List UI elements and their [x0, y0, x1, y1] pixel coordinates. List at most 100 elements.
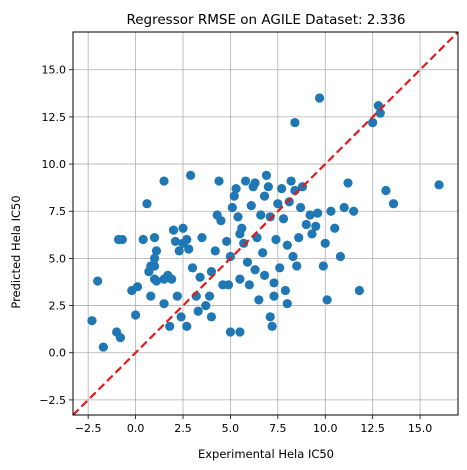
data-point	[292, 261, 302, 271]
data-point	[269, 278, 279, 288]
data-point	[277, 183, 287, 194]
data-point	[172, 291, 182, 301]
data-point	[130, 310, 141, 320]
data-point	[210, 246, 220, 256]
data-point	[240, 176, 251, 186]
data-point	[193, 306, 203, 316]
data-point	[176, 312, 186, 322]
data-point	[314, 93, 325, 103]
plot-frame	[72, 31, 459, 416]
data-point	[349, 206, 359, 216]
data-point	[146, 291, 156, 301]
data-point	[381, 185, 391, 196]
y-tick-label: 2.5	[49, 300, 67, 313]
data-point	[132, 282, 143, 292]
data-point	[159, 176, 169, 186]
data-point	[271, 234, 281, 245]
x-tick-label: 0.0	[127, 422, 145, 435]
data-point	[235, 274, 245, 284]
x-tick-label: 5.0	[222, 422, 240, 435]
data-point	[311, 221, 321, 231]
data-point	[149, 261, 160, 271]
data-point	[388, 199, 399, 209]
data-point	[288, 251, 298, 262]
y-tick-label: 0.0	[49, 347, 67, 360]
data-point	[237, 223, 247, 233]
data-point	[204, 291, 215, 301]
data-point	[269, 291, 279, 301]
x-tick-label: −2.5	[75, 422, 102, 435]
data-point	[98, 342, 108, 352]
data-point	[225, 327, 236, 337]
data-point	[170, 236, 181, 247]
x-tick-label: 10.0	[313, 422, 338, 435]
data-point	[261, 170, 272, 180]
data-point	[151, 276, 162, 286]
data-point	[254, 295, 264, 305]
data-point	[295, 202, 306, 213]
data-point	[330, 223, 340, 233]
data-point	[149, 253, 160, 264]
data-point	[168, 225, 179, 235]
data-point	[151, 246, 162, 256]
data-point	[182, 234, 192, 245]
data-point	[318, 261, 328, 271]
data-point	[223, 280, 234, 290]
y-tick-label: −2.5	[39, 394, 66, 407]
data-point	[184, 244, 194, 254]
x-tick-label: 2.5	[174, 422, 192, 435]
data-point	[267, 321, 277, 331]
data-point	[326, 206, 336, 216]
y-tick-label: 12.5	[42, 111, 67, 124]
data-point	[239, 238, 249, 248]
data-point	[174, 246, 184, 256]
x-axis: −2.5 0.0 2.5 5.0 7.5 10.0 12.5 15.0	[75, 415, 433, 435]
data-point	[335, 251, 346, 262]
data-point	[320, 238, 330, 248]
x-tick-label: 12.5	[360, 422, 385, 435]
data-point	[250, 178, 260, 188]
data-point	[233, 212, 243, 222]
data-point	[301, 219, 311, 230]
data-point	[235, 327, 245, 337]
data-point	[165, 321, 175, 331]
chart-title: Regressor RMSE on AGILE Dataset: 2.336	[126, 12, 405, 28]
data-point	[187, 263, 198, 273]
data-point	[284, 197, 294, 207]
data-point	[256, 210, 266, 220]
data-point	[246, 200, 256, 211]
y-tick-label: 10.0	[42, 158, 67, 171]
data-point	[87, 316, 97, 326]
data-point	[201, 300, 211, 311]
data-point	[244, 280, 254, 290]
data-point	[231, 183, 241, 194]
data-point	[214, 176, 224, 186]
data-point	[265, 312, 275, 322]
data-point	[93, 276, 103, 286]
data-point	[222, 236, 232, 247]
data-point	[142, 199, 152, 209]
data-point	[242, 257, 253, 267]
data-point	[434, 180, 444, 190]
data-point	[258, 248, 268, 258]
x-tick-label: 15.0	[408, 422, 433, 435]
data-point	[259, 270, 270, 280]
data-point	[225, 251, 236, 262]
data-point	[195, 272, 205, 282]
y-tick-label: 15.0	[42, 64, 67, 77]
data-point	[339, 202, 349, 213]
data-point	[185, 170, 196, 180]
data-points	[87, 93, 444, 352]
data-point	[282, 299, 292, 309]
data-point	[159, 299, 169, 309]
grid	[73, 32, 458, 415]
data-point	[263, 182, 273, 192]
data-point	[167, 274, 177, 284]
y-axis-label: Predicted Hela IC50	[9, 195, 23, 308]
data-point	[206, 312, 217, 322]
data-point	[322, 295, 332, 305]
data-point	[294, 233, 304, 243]
data-point	[259, 191, 270, 201]
data-point	[216, 216, 226, 226]
